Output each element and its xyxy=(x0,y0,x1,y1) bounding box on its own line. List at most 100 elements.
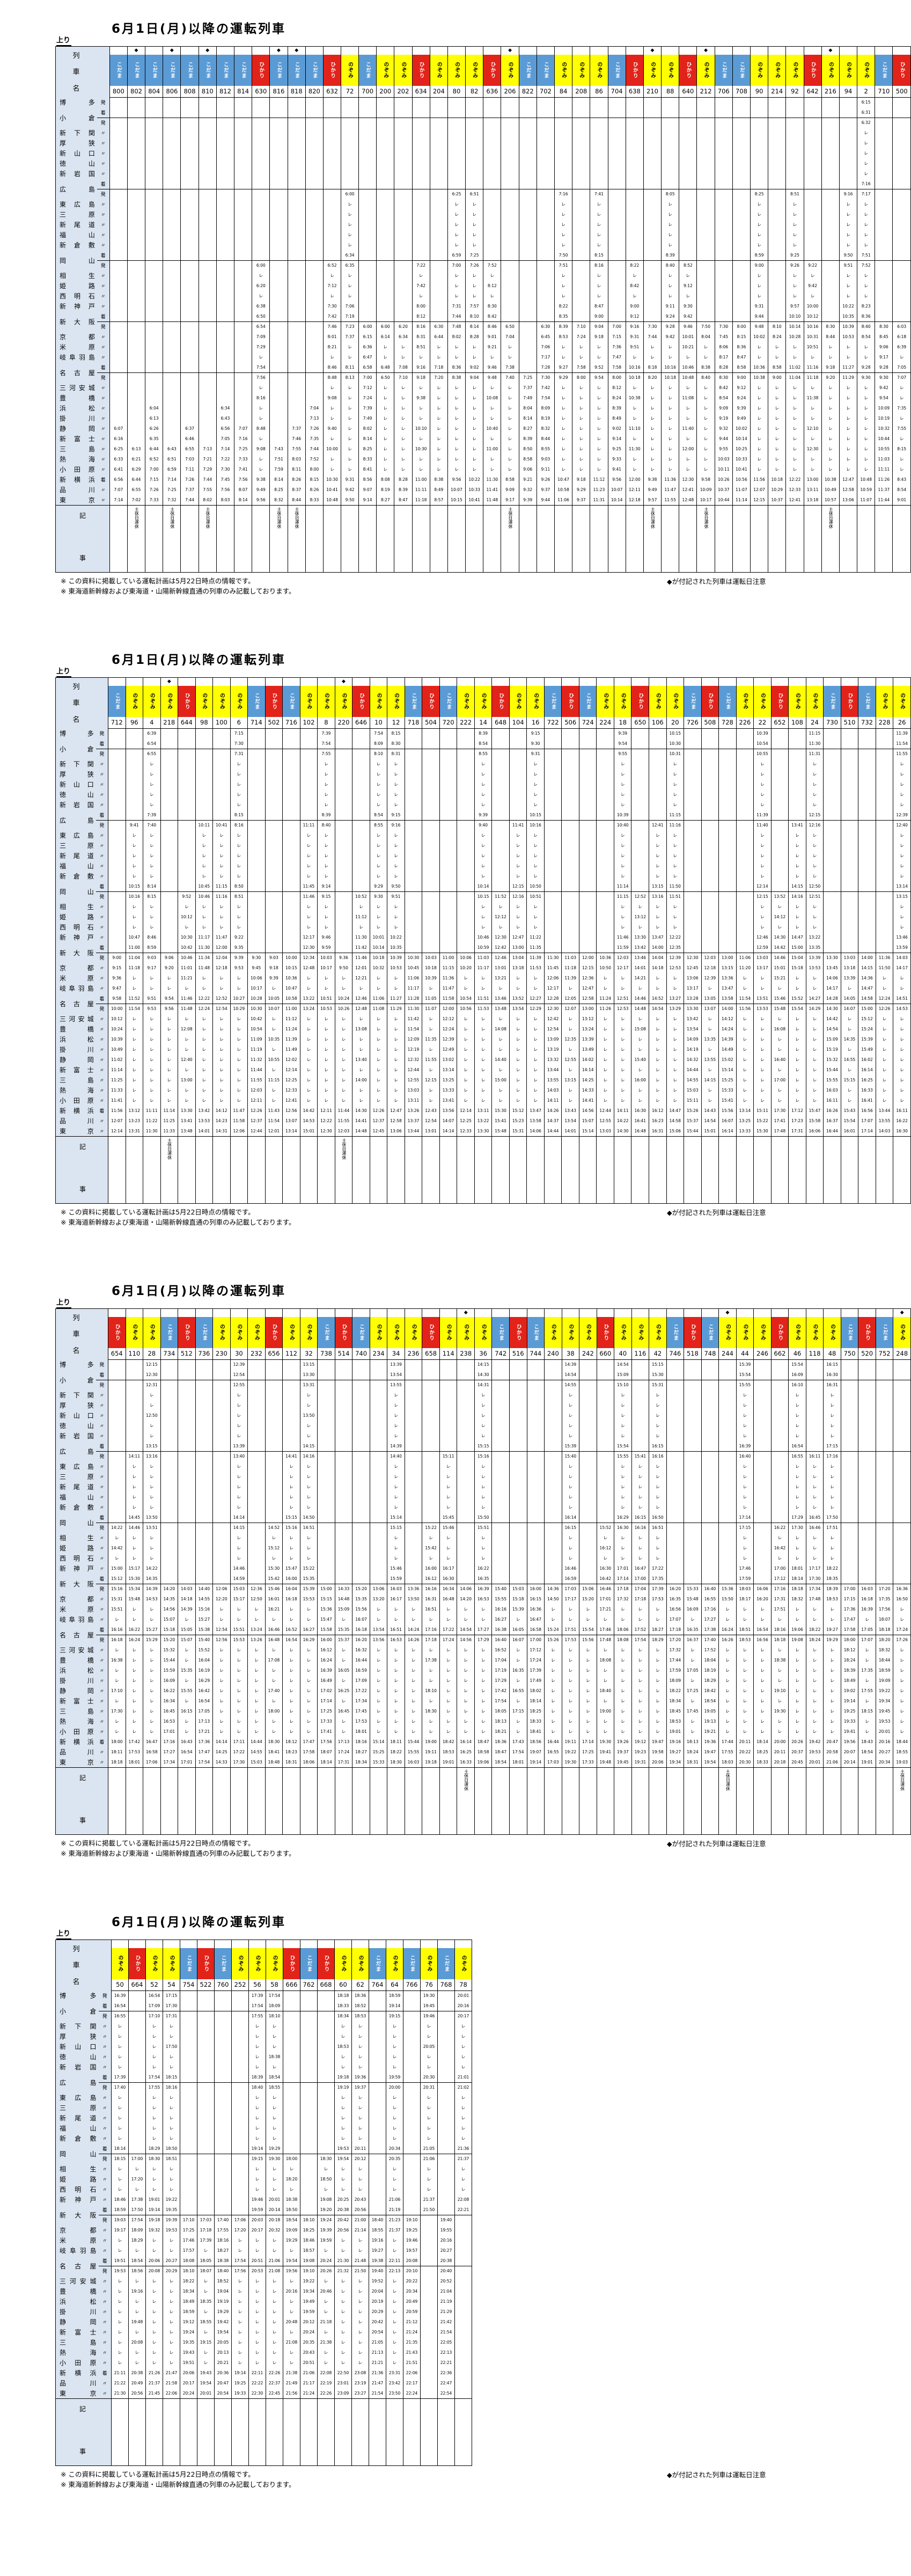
time-cell: 15:10 xyxy=(614,1379,632,1391)
time-cell xyxy=(875,281,893,291)
time-cell xyxy=(509,1431,527,1441)
pass-mark: レ xyxy=(643,464,662,475)
time-cell: 13:15 xyxy=(561,1075,579,1086)
time-cell xyxy=(753,1451,772,1462)
time-cell xyxy=(216,199,234,210)
pass-mark: レ xyxy=(474,800,492,810)
time-cell xyxy=(216,148,234,159)
time-cell: 13:39 xyxy=(387,1359,405,1370)
time-cell: 10:16 xyxy=(125,891,143,902)
time-cell xyxy=(439,1410,457,1421)
operation-note: 土休日運休 xyxy=(703,507,709,529)
time-cell xyxy=(422,728,440,739)
time-cell xyxy=(701,1359,719,1370)
time-cell xyxy=(679,240,697,251)
time-cell xyxy=(109,372,128,383)
time-cell xyxy=(701,810,719,821)
pass-mark: レ xyxy=(387,840,405,851)
time-cell xyxy=(607,301,626,312)
time-cell xyxy=(892,148,911,159)
time-cell xyxy=(265,861,283,872)
pass-mark: レ xyxy=(613,1075,631,1086)
footnotes: ※ この資料に掲載している運転計画は5月22日時点の情報です。 ※ 東海道新幹線お… xyxy=(55,576,911,597)
time-cell: 9:11 xyxy=(661,301,679,312)
time-cell xyxy=(561,810,579,821)
train-diamond-mark xyxy=(561,677,579,686)
pass-mark: レ xyxy=(143,973,161,984)
time-cell xyxy=(234,393,252,404)
time-cell: 9:03 xyxy=(143,952,161,963)
time-cell: 15:00 xyxy=(858,1003,876,1014)
time-cell xyxy=(145,117,163,128)
pass-mark: レ xyxy=(753,1055,772,1065)
time-cell xyxy=(265,1451,283,1462)
time-cell xyxy=(160,902,178,912)
time-cell xyxy=(858,819,876,831)
pass-mark: レ xyxy=(805,922,824,933)
time-cell: 7:16 xyxy=(234,434,252,444)
time-cell: 8:44 xyxy=(821,332,840,342)
time-cell xyxy=(369,1370,387,1380)
time-cell: 7:30 xyxy=(322,301,341,312)
pass-mark: レ xyxy=(317,769,335,780)
pass-mark: レ xyxy=(661,240,679,251)
time-cell xyxy=(536,230,555,240)
time-cell xyxy=(429,260,448,271)
time-cell: 7:30 xyxy=(714,321,733,332)
time-cell: 17:16 xyxy=(823,1451,841,1462)
time-cell xyxy=(287,270,306,281)
time-cell xyxy=(394,281,413,291)
time-cell xyxy=(631,1400,649,1411)
pass-mark: レ xyxy=(785,240,804,251)
time-cell xyxy=(269,128,288,138)
station-name: 徳山 xyxy=(55,1421,96,1431)
pass-mark: レ xyxy=(317,861,335,872)
time-cell: 7:36 xyxy=(607,342,626,353)
pass-mark: レ xyxy=(447,342,466,353)
time-cell xyxy=(234,138,252,149)
time-cell xyxy=(212,1370,231,1380)
time-cell: 12:00 xyxy=(212,942,231,953)
time-cell xyxy=(578,759,597,770)
train-type-badge: のぞみ xyxy=(474,685,492,717)
time-cell xyxy=(554,97,572,108)
time-cell xyxy=(578,881,597,892)
train-number: 224 xyxy=(596,716,614,729)
train-number: 700 xyxy=(358,85,377,98)
pass-mark: レ xyxy=(483,403,501,414)
time-cell: 10:15 xyxy=(666,728,684,739)
train-type-badge: のぞみ xyxy=(590,54,608,86)
time-cell xyxy=(596,830,614,841)
time-cell xyxy=(341,179,359,189)
time-cell xyxy=(234,219,252,230)
time-cell xyxy=(369,1451,387,1462)
time-cell: 6:52 xyxy=(145,454,163,465)
time-cell: 8:40 xyxy=(696,372,715,383)
time-cell xyxy=(631,738,649,749)
time-cell: 12:45 xyxy=(369,1126,387,1137)
time-cell: 10:02 xyxy=(750,332,768,342)
time-cell xyxy=(625,128,644,138)
time-cell: 11:36 xyxy=(439,973,457,984)
time-cell xyxy=(858,800,876,810)
train-number: 212 xyxy=(696,85,715,98)
time-cell xyxy=(543,840,562,851)
time-cell xyxy=(768,301,786,312)
train-diamond-mark xyxy=(823,677,841,686)
time-cell xyxy=(643,117,662,128)
pass-mark: レ xyxy=(839,423,857,434)
train-number: 228 xyxy=(875,716,893,729)
time-cell: 7:44 xyxy=(643,332,662,342)
time-cell: 7:45 xyxy=(216,474,234,485)
time-cell: 8:28 xyxy=(465,332,483,342)
pass-mark: レ xyxy=(805,983,824,994)
train-number: 108 xyxy=(788,716,806,729)
pass-mark: レ xyxy=(265,983,283,994)
time-cell: 7:08 xyxy=(394,362,413,373)
time-cell: 8:27 xyxy=(376,495,394,506)
time-cell xyxy=(578,922,597,933)
time-cell: 11:56 xyxy=(736,1003,754,1014)
time-cell xyxy=(509,1370,527,1380)
pass-mark: レ xyxy=(265,1085,283,1096)
pass-mark: レ xyxy=(821,413,840,424)
